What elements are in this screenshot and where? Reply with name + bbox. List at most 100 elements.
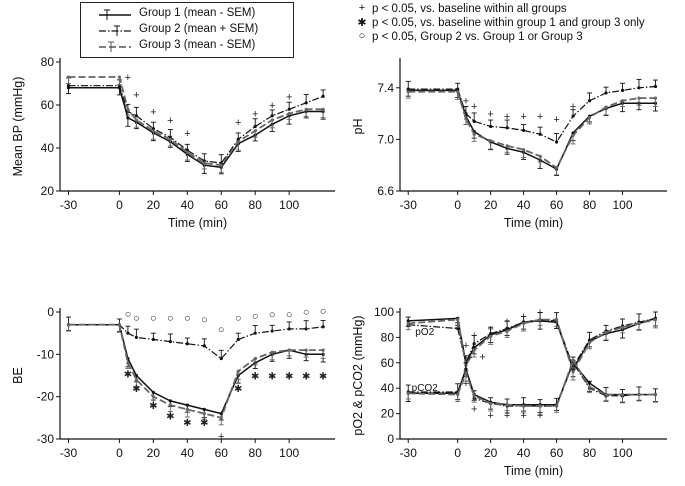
x-tick-label-ph: -30 [400, 198, 418, 212]
significance-marker-ph: + [570, 101, 576, 113]
chart-gas: 0 20 40 60 80 100 -30 0 20 40 60 80 100 Time (min) pO2… [351, 305, 667, 478]
significance-marker-bp: + [125, 72, 131, 84]
series-line-ph-1 [408, 85, 656, 143]
significance-marker-bp: + [235, 117, 241, 129]
x-tick-label-ph: 20 [484, 198, 498, 212]
legend-swatch-group-2 [99, 25, 131, 36]
significance-marker-be: ○ [269, 309, 276, 321]
x-tick-label-be: 60 [215, 446, 229, 460]
x-tick-label-ph: 60 [550, 198, 564, 212]
y-tick-label-bp: 80 [41, 55, 55, 69]
significance-marker-be: ✱ [200, 418, 208, 429]
legend-swatch-group-1 [99, 9, 131, 20]
y-tick-label-ph: 6.6 [377, 184, 394, 198]
series-line-gas-5 [408, 358, 656, 407]
significance-marker-be: ✱ [149, 401, 157, 412]
significance-marker-be: ○ [125, 308, 132, 320]
significance-marker-be: ○ [184, 313, 191, 325]
significance-marker-ph: + [553, 114, 559, 126]
significance-marker-bp: + [252, 109, 258, 121]
x-tick-label-gas: 20 [484, 446, 498, 460]
sig-symbol-plus: + [358, 2, 366, 14]
x-tick-label-be: 0 [116, 446, 123, 460]
y-tick-label-gas: 100 [374, 305, 394, 319]
series-line-gas-1 [408, 317, 656, 368]
x-tick-label-ph: 80 [583, 198, 597, 212]
significance-marker-be: ○ [218, 324, 225, 336]
significance-marker-be: ○ [167, 313, 174, 325]
significance-marker-be: ○ [252, 310, 259, 322]
significance-marker-gas: + [537, 410, 543, 422]
significance-marker-be: ○ [286, 309, 293, 321]
significance-marker-be: ○ [201, 314, 208, 326]
significance-marker-ph: + [504, 111, 510, 123]
significance-marker-bp: + [286, 91, 292, 103]
x-tick-label-ph: 0 [454, 198, 461, 212]
x-tick-label-gas: 60 [550, 446, 564, 460]
sig-symbol-asterisk: ✱ [357, 17, 367, 29]
y-tick-label-bp: 40 [41, 141, 55, 155]
x-tick-label-be: 20 [147, 446, 161, 460]
x-tick-label-bp: 60 [215, 198, 229, 212]
significance-marker-gas: + [471, 404, 477, 416]
series-line-ph-0 [408, 89, 656, 171]
series-line-bp-1 [68, 85, 324, 164]
significance-marker-bp: + [269, 100, 275, 112]
significance-marker-gas: + [487, 410, 493, 422]
data-point-bp [236, 139, 240, 144]
series-line-be-0 [68, 323, 324, 415]
data-point-bp [219, 163, 223, 167]
significance-marker-gas: + [463, 378, 469, 390]
legend-label-group-3: Group 3 (mean - SEM) [139, 39, 256, 51]
series-line-gas-4 [408, 361, 656, 407]
significance-marker-be: ✱ [234, 384, 242, 395]
y-tick-label-be: -20 [37, 390, 55, 404]
significance-marker-gas: + [471, 330, 477, 342]
significance-marker-be: ○ [303, 307, 310, 319]
significance-marker-be: ✱ [268, 372, 276, 383]
x-tick-label-gas: 100 [612, 446, 632, 460]
y-tick-label-be: -10 [37, 347, 55, 361]
significance-marker-ph: + [520, 111, 526, 123]
significance-marker-ph: + [537, 111, 543, 123]
significance-marker-gas: + [520, 311, 526, 323]
x-tick-label-gas: 80 [583, 446, 597, 460]
data-point-ph [538, 154, 542, 158]
significance-marker-be: ✱ [166, 412, 174, 423]
significance-marker-be: ○ [133, 313, 140, 325]
data-point-bp [185, 150, 189, 154]
significance-marker-bp: + [167, 115, 173, 127]
x-axis-label-gas: Time (min) [504, 464, 563, 478]
y-axis-label-bp: Mean BP (mmHg) [11, 77, 25, 177]
sig-symbol-circle: ○ [358, 30, 366, 42]
data-point-ph [472, 132, 476, 136]
significance-marker-be: ○ [320, 305, 327, 317]
y-tick-label-gas: 40 [381, 381, 395, 395]
y-tick-label-gas: 80 [381, 330, 395, 344]
y-axis-label-gas: pO2 & pCO2 (mmHg) [351, 315, 365, 435]
y-axis-label-be: BE [11, 367, 25, 384]
y-tick-label-bp: 60 [41, 98, 55, 112]
x-tick-label-gas: -30 [400, 446, 418, 460]
significance-marker-be: ○ [235, 313, 242, 325]
data-point-bp [202, 161, 206, 165]
y-tick-label-ph: 7.0 [377, 132, 394, 146]
significance-marker-ph: + [471, 101, 477, 113]
x-tick-label-be: 40 [181, 446, 195, 460]
series-tag-gas: pCO2 [412, 383, 439, 394]
series-tag-gas: pO2 [415, 327, 434, 338]
significance-marker-be: ✱ [124, 369, 132, 380]
sig-label-groups-1-3: p < 0.05, vs. baseline within group 1 an… [372, 17, 645, 29]
series-line-be-1 [68, 324, 324, 360]
x-tick-label-bp: 40 [181, 198, 195, 212]
significance-marker-gas: + [537, 307, 543, 319]
legend-label-group-1: Group 1 (mean - SEM) [139, 7, 256, 19]
sig-label-all-groups: p < 0.05, vs. baseline within all groups [372, 3, 567, 15]
series-line-gas-2 [408, 318, 656, 374]
y-axis-label-ph: pH [351, 119, 365, 135]
significance-marker-gas: + [504, 316, 510, 328]
x-tick-label-ph: 40 [517, 198, 531, 212]
data-point-bp [151, 129, 155, 133]
